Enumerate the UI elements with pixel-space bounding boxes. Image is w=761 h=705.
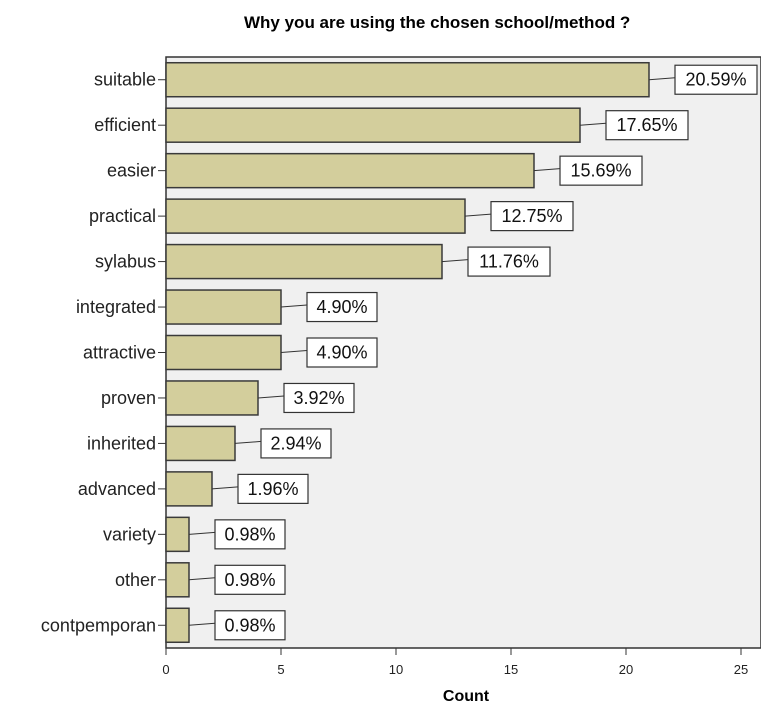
bar-efficient <box>165 107 581 143</box>
y-tick-label: integrated <box>76 297 156 317</box>
bar-easier <box>165 152 535 189</box>
data-label: 11.76% <box>479 252 539 272</box>
data-label: 0.98% <box>224 524 275 544</box>
data-label-box <box>283 382 355 414</box>
y-tick-label: attractive <box>83 343 156 363</box>
data-label: 3.92% <box>293 388 344 408</box>
data-label-box <box>605 110 689 141</box>
data-label-leader <box>579 122 607 126</box>
bar-inherited <box>165 425 236 462</box>
data-label-leader <box>648 77 676 81</box>
data-label-leader <box>257 395 285 399</box>
data-label-box <box>214 564 286 595</box>
y-tick-label: proven <box>101 388 156 408</box>
data-label: 0.98% <box>224 615 275 635</box>
data-label-leader <box>280 350 308 353</box>
data-label: 17.65% <box>616 115 677 135</box>
x-tick-label: 10 <box>389 662 403 677</box>
data-label: 12.75% <box>501 206 562 226</box>
data-label: 0.98% <box>224 570 275 590</box>
y-tick-label: easier <box>107 161 156 181</box>
bar-attractive <box>165 334 282 371</box>
x-axis-ticks: 0 5 10 15 20 25 <box>162 648 748 677</box>
data-label-leader <box>188 531 216 535</box>
y-tick-label: contpemporan <box>41 615 156 635</box>
x-tick-label: 0 <box>162 662 169 677</box>
data-label-leader <box>441 259 469 263</box>
data-label-box <box>559 155 643 186</box>
bar-advanced <box>165 471 213 507</box>
data-label-box <box>467 246 551 277</box>
data-label-box <box>306 291 378 323</box>
data-label-box <box>674 64 758 95</box>
bar-other <box>165 562 190 598</box>
data-label-leader <box>234 440 262 444</box>
data-label-leader <box>280 304 308 308</box>
data-label: 2.94% <box>270 433 321 453</box>
data-label-box <box>306 337 378 368</box>
y-tick-label: sylabus <box>95 252 156 272</box>
chart-title: Why you are using the chosen school/meth… <box>244 13 630 32</box>
data-label-leader <box>464 213 492 217</box>
x-tick-label: 20 <box>619 662 633 677</box>
bar-variety <box>165 516 190 553</box>
data-label-leader <box>188 577 216 581</box>
data-label-leader <box>188 622 216 626</box>
data-labels-group: 20.59% 17.65% 15.69% 12.75% 11.76% 4.90% 4.90%… <box>188 64 758 641</box>
y-tick-label: practical <box>89 206 156 226</box>
bar-proven <box>165 380 259 416</box>
y-axis-ticks: suitable efficient easier practical sylabus i… <box>41 70 166 635</box>
data-label-box <box>490 201 574 232</box>
data-label: 15.69% <box>570 161 631 181</box>
y-tick-label: other <box>115 570 156 590</box>
x-tick-label: 25 <box>734 662 748 677</box>
data-label: 1.96% <box>247 479 298 499</box>
data-label-box <box>214 519 286 550</box>
bar-suitable <box>165 61 650 98</box>
y-tick-label: efficient <box>94 115 156 135</box>
y-tick-label: suitable <box>94 70 156 90</box>
x-axis-title: Count <box>443 688 490 705</box>
data-label-box <box>260 428 332 459</box>
data-label-leader <box>211 486 239 490</box>
y-tick-label: inherited <box>87 433 156 453</box>
bar-practical <box>165 198 466 234</box>
bars-group <box>165 61 650 644</box>
data-label: 20.59% <box>685 70 746 90</box>
data-label-box <box>214 610 286 641</box>
data-label: 4.90% <box>316 297 367 317</box>
bar-contpemporan <box>165 607 190 644</box>
y-tick-label: variety <box>103 524 156 544</box>
data-label-box <box>237 473 309 504</box>
bar-sylabus <box>165 243 443 280</box>
data-label-leader <box>533 168 561 172</box>
bar-integrated <box>165 289 282 325</box>
data-label: 4.90% <box>316 343 367 363</box>
x-tick-label: 5 <box>277 662 284 677</box>
y-tick-label: advanced <box>78 479 156 499</box>
x-tick-label: 15 <box>504 662 518 677</box>
